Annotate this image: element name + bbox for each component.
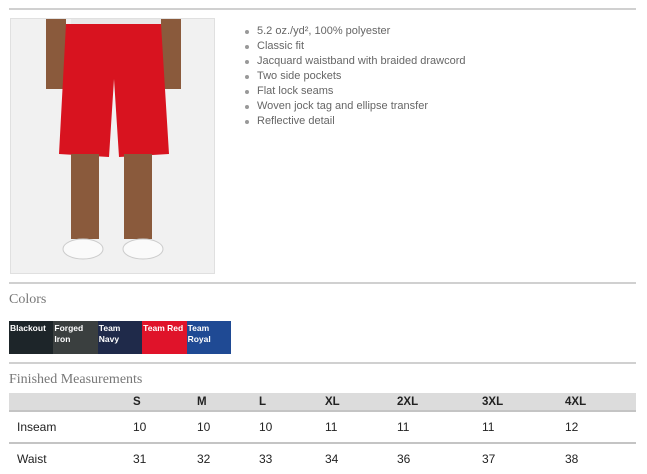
table-cell: 36 <box>397 452 411 466</box>
color-swatches: Blackout Forged Iron Team Navy Team Red Team… <box>9 321 231 354</box>
color-swatch[interactable]: Team Navy <box>97 321 143 354</box>
table-cell: 31 <box>133 452 147 466</box>
feature-item: Two side pockets <box>245 69 466 84</box>
table-cell: 10 <box>259 411 325 444</box>
column-header: M <box>197 393 259 412</box>
feature-item: 5.2 oz./yd², 100% polyester <box>245 24 466 39</box>
column-header: 3XL <box>482 393 565 412</box>
divider <box>9 362 636 364</box>
table-cell: 33 <box>259 452 273 466</box>
table-cell: 10 <box>133 411 197 444</box>
table-cell: 11 <box>482 411 565 444</box>
table-row: Waist 31 32 33 34 36 37 38 <box>9 443 636 474</box>
measurements-table: S M L XL 2XL 3XL 4XL Inseam 10 10 10 11 11 11 12 Waist… <box>9 393 636 474</box>
feature-list: 5.2 oz./yd², 100% polyester Classic fit … <box>243 24 466 129</box>
color-swatch[interactable]: Team Royal <box>186 321 231 354</box>
table-cell: 32 <box>197 452 211 466</box>
feature-item: Woven jock tag and ellipse transfer <box>245 99 466 114</box>
measurements-heading: Finished Measurements <box>9 372 143 387</box>
feature-item: Reflective detail <box>245 114 466 129</box>
column-header <box>9 393 133 412</box>
divider <box>9 282 636 284</box>
color-swatch[interactable]: Team Red <box>142 321 187 354</box>
feature-item: Flat lock seams <box>245 84 466 99</box>
column-header: 4XL <box>565 393 636 412</box>
divider <box>9 8 636 10</box>
table-cell: 38 <box>565 452 579 466</box>
table-cell: 11 <box>325 411 397 444</box>
column-header: S <box>133 393 197 412</box>
colors-heading: Colors <box>9 292 47 307</box>
column-header: XL <box>325 393 397 412</box>
table-cell: 34 <box>325 452 339 466</box>
product-image <box>10 18 215 274</box>
color-swatch[interactable]: Forged Iron <box>53 321 98 354</box>
column-header: L <box>259 393 325 412</box>
row-label: Waist <box>17 452 47 466</box>
table-cell: 11 <box>397 411 482 444</box>
column-header: 2XL <box>397 393 482 412</box>
table-row: Inseam 10 10 10 11 11 11 12 <box>9 411 636 444</box>
table-header-row: S M L XL 2XL 3XL 4XL <box>9 393 636 412</box>
table-cell: 37 <box>482 452 496 466</box>
row-label: Inseam <box>9 411 133 444</box>
table-cell: 12 <box>565 411 636 444</box>
table-cell: 10 <box>197 411 259 444</box>
feature-item: Jacquard waistband with braided drawcord <box>245 55 466 67</box>
feature-item: Classic fit <box>245 39 466 54</box>
color-swatch[interactable]: Blackout <box>9 321 54 354</box>
